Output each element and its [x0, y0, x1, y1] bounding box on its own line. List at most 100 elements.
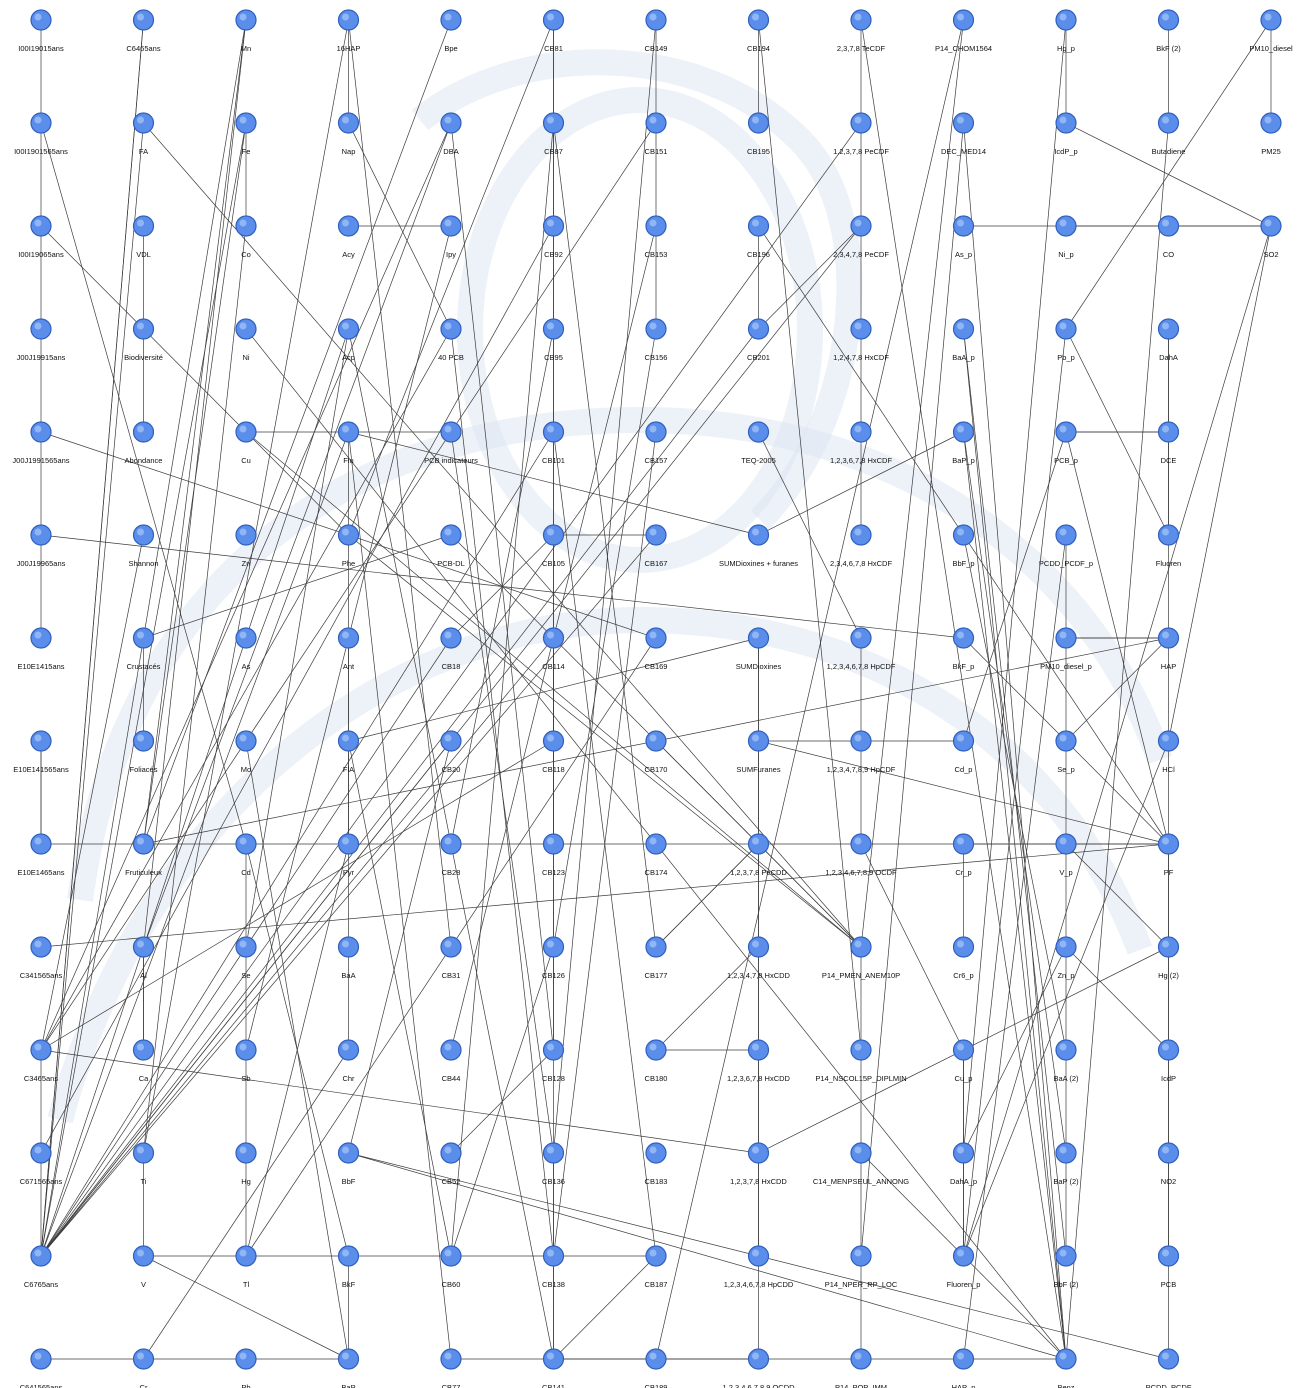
graph-node[interactable]: CB77: [440, 1348, 462, 1388]
graph-node[interactable]: Nap: [337, 112, 360, 156]
graph-node[interactable]: IcdP: [1157, 1039, 1180, 1083]
node-circle[interactable]: [1260, 215, 1282, 237]
node-circle[interactable]: [952, 318, 975, 340]
node-circle[interactable]: [1157, 318, 1180, 340]
graph-node[interactable]: As: [235, 627, 257, 671]
graph-node[interactable]: PCB_p: [1054, 421, 1078, 465]
node-circle[interactable]: [952, 936, 975, 958]
graph-node[interactable]: BaP_p: [952, 421, 975, 465]
graph-node[interactable]: BaA: [337, 936, 360, 980]
node-circle[interactable]: [542, 318, 565, 340]
node-circle[interactable]: [1055, 730, 1077, 752]
node-circle[interactable]: [235, 936, 257, 958]
node-circle[interactable]: [1157, 730, 1180, 752]
node-circle[interactable]: [235, 1245, 257, 1267]
node-circle[interactable]: [30, 318, 52, 340]
graph-node[interactable]: CB153: [645, 215, 668, 259]
node-circle[interactable]: [952, 627, 975, 649]
node-circle[interactable]: [30, 1039, 52, 1061]
node-circle[interactable]: [542, 627, 565, 649]
graph-node[interactable]: TEQ-2005: [741, 421, 776, 465]
graph-node[interactable]: BaP: [337, 1348, 360, 1388]
node-circle[interactable]: [542, 1245, 565, 1267]
node-circle[interactable]: [1055, 1348, 1077, 1370]
node-circle[interactable]: [440, 318, 462, 340]
graph-node[interactable]: BaA (2): [1053, 1039, 1079, 1083]
node-circle[interactable]: [132, 936, 155, 958]
graph-node[interactable]: Mo: [235, 730, 257, 774]
node-circle[interactable]: [747, 421, 770, 443]
node-circle[interactable]: [1157, 1142, 1180, 1164]
node-circle[interactable]: [645, 318, 667, 340]
graph-node[interactable]: Cr: [132, 1348, 155, 1388]
node-circle[interactable]: [30, 1245, 52, 1267]
graph-node[interactable]: 1,2,3,4,6,7,8 HpCDD: [724, 1245, 794, 1289]
graph-node[interactable]: C6465ans: [126, 9, 161, 53]
node-circle[interactable]: [1055, 1245, 1077, 1267]
graph-node[interactable]: Cu_p: [952, 1039, 975, 1083]
graph-node[interactable]: Acp: [337, 318, 360, 362]
node-circle[interactable]: [850, 1348, 872, 1370]
node-circle[interactable]: [337, 1348, 360, 1370]
node-circle[interactable]: [850, 215, 872, 237]
graph-node[interactable]: 1,2,4,7,8 HxCDF: [833, 318, 889, 362]
node-circle[interactable]: [645, 112, 667, 134]
node-circle[interactable]: [952, 730, 975, 752]
graph-node[interactable]: Se: [235, 936, 257, 980]
node-circle[interactable]: [132, 9, 155, 31]
node-circle[interactable]: [235, 215, 257, 237]
node-circle[interactable]: [440, 1348, 462, 1370]
graph-node[interactable]: J00J1991565ans: [12, 421, 70, 465]
graph-node[interactable]: CB177: [645, 936, 668, 980]
graph-node[interactable]: Se_p: [1055, 730, 1077, 774]
graph-node[interactable]: 1,2,3,4,6,7,8,9 OCDD: [722, 1348, 795, 1388]
node-circle[interactable]: [850, 1039, 872, 1061]
node-circle[interactable]: [235, 1348, 257, 1370]
graph-node[interactable]: 2,3,7,8 TeCDF: [837, 9, 886, 53]
graph-node[interactable]: CB95: [542, 318, 565, 362]
graph-node[interactable]: CB149: [645, 9, 668, 53]
node-circle[interactable]: [1157, 421, 1180, 443]
node-circle[interactable]: [30, 9, 52, 31]
graph-node[interactable]: BaP (2): [1053, 1142, 1079, 1186]
node-circle[interactable]: [30, 627, 52, 649]
graph-node[interactable]: Bpe: [440, 9, 462, 53]
node-circle[interactable]: [30, 421, 52, 443]
graph-node[interactable]: Fe: [235, 112, 257, 156]
node-circle[interactable]: [850, 9, 872, 31]
node-circle[interactable]: [645, 936, 667, 958]
graph-node[interactable]: VDL: [132, 215, 155, 259]
node-circle[interactable]: [132, 1348, 155, 1370]
graph-node[interactable]: C14_MENPSEUL_ANNONG: [813, 1142, 909, 1186]
graph-node[interactable]: I00I1901565ans: [14, 112, 68, 156]
node-circle[interactable]: [1260, 112, 1282, 134]
graph-node[interactable]: Pb: [235, 1348, 257, 1388]
node-circle[interactable]: [1157, 936, 1180, 958]
graph-node[interactable]: HAP_p: [952, 1348, 976, 1388]
graph-node[interactable]: Benz: [1055, 1348, 1077, 1388]
node-circle[interactable]: [645, 730, 667, 752]
graph-node[interactable]: BbF_p: [952, 524, 975, 568]
graph-node[interactable]: CB105: [542, 524, 565, 568]
graph-node[interactable]: CB118: [542, 730, 565, 774]
graph-node[interactable]: PCDD_PCDF: [1146, 1348, 1192, 1388]
node-circle[interactable]: [440, 421, 462, 443]
node-circle[interactable]: [337, 421, 360, 443]
node-circle[interactable]: [850, 833, 872, 855]
node-circle[interactable]: [645, 627, 667, 649]
graph-node[interactable]: Al: [132, 936, 155, 980]
graph-node[interactable]: Cd_p: [952, 730, 975, 774]
node-circle[interactable]: [1055, 1039, 1077, 1061]
graph-node[interactable]: CB156: [645, 318, 668, 362]
graph-node[interactable]: CB18: [440, 627, 462, 671]
graph-node[interactable]: CB123: [542, 833, 565, 877]
node-circle[interactable]: [1055, 936, 1077, 958]
node-circle[interactable]: [440, 112, 462, 134]
node-circle[interactable]: [850, 524, 872, 546]
graph-node[interactable]: Fruticuleux: [125, 833, 162, 877]
graph-node[interactable]: I00I19065ans: [18, 215, 64, 259]
node-circle[interactable]: [440, 627, 462, 649]
graph-node[interactable]: CB169: [645, 627, 668, 671]
node-circle[interactable]: [747, 1245, 770, 1267]
graph-node[interactable]: CB187: [645, 1245, 668, 1289]
